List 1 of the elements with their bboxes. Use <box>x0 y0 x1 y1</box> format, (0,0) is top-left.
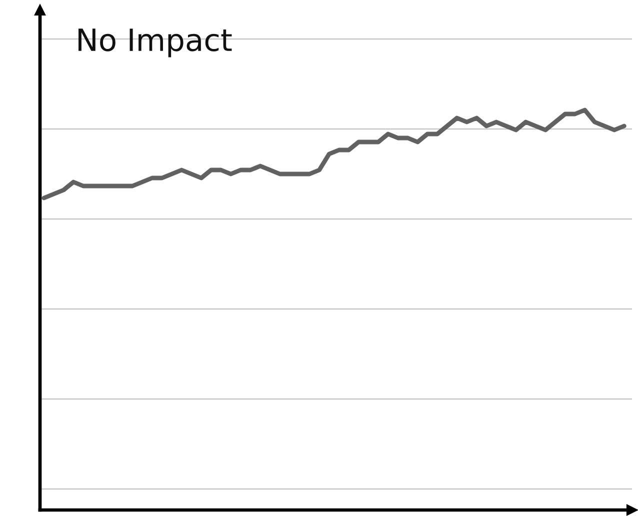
chart-title: No Impact <box>78 28 232 58</box>
